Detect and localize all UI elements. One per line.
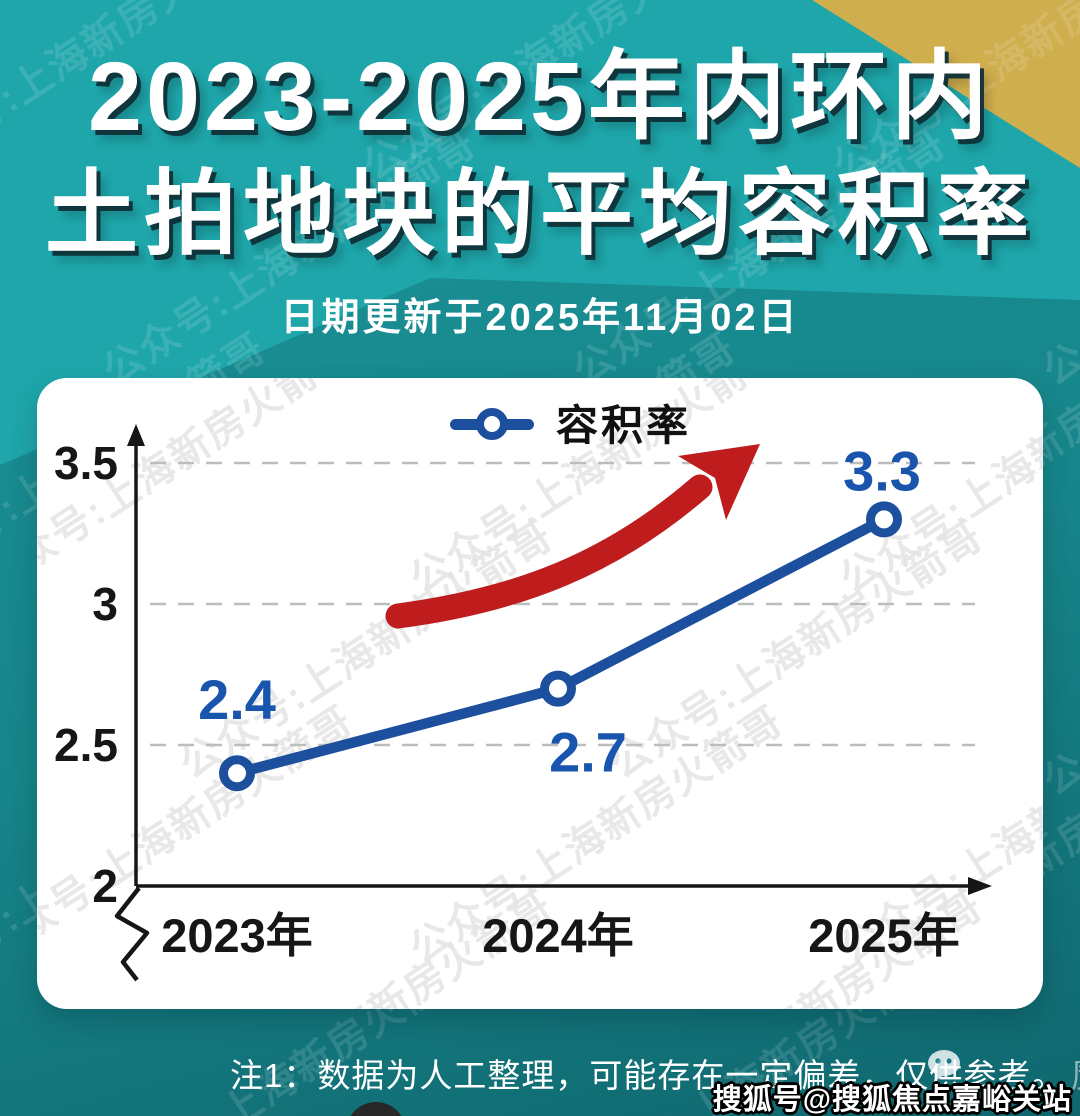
watermark-text: 公众号:上海新房火箭哥 (402, 698, 792, 973)
watermark-text: 公众号:上海新房火箭哥 (1032, 513, 1043, 788)
watermark-text: 公众号:上海新房火箭哥 (832, 378, 1043, 603)
source-name: 魔都新房侦探 (1071, 1057, 1080, 1095)
chart-card: 公众号:上海新房火箭哥 公众号:上海新房火箭哥 公众号:上海新房火箭哥 公众号:上海新… (37, 378, 1043, 1009)
watermark-text: 公众号:上海新房火箭哥 (832, 698, 1043, 973)
update-date-subtitle: 日期更新于2025年11月02日 (280, 297, 800, 339)
watermark-text: 公众号:上海新房火箭哥 (402, 378, 792, 603)
footer-note: 注1：数据为人工整理，可能存在一定偏差，仅供参考。 (230, 1057, 1066, 1094)
watermark-text: 公众号:上海新房火箭哥 (166, 874, 563, 1009)
wechat-icon (928, 1050, 960, 1082)
footer-note-row: 注1：数据为人工整理，可能存在一定偏差，仅供参考。魔都新房侦探 (230, 1048, 1080, 1097)
page-title-line2: 土拍地块的平均容积率 (45, 162, 1035, 266)
avatar-logo-cropped (346, 1102, 406, 1116)
watermark-text: 公众号:上海新房火箭哥 (596, 874, 993, 1009)
header: 2023-2025年内环内 土拍地块的平均容积率 日期更新于2025年11月02… (0, 38, 1080, 341)
watermark-text: 公众号:上海新房火箭哥 (602, 513, 992, 788)
watermark-text: 公众号:上海新房火箭哥 (37, 698, 362, 973)
watermark-text: 公众号:上海新房火箭哥 (37, 378, 362, 603)
card-watermark-layer: 公众号:上海新房火箭哥 公众号:上海新房火箭哥 公众号:上海新房火箭哥 公众号:上海新… (37, 378, 1043, 1009)
watermark-text: 公众号:上海新房火箭哥 (172, 513, 562, 788)
page-title-line1: 2023-2025年内环内 (88, 42, 992, 151)
sohu-watermark: 搜狐号@搜狐焦点嘉峪关站 (712, 1084, 1072, 1116)
watermark-text: 公众号:上海新房火箭哥 (1026, 874, 1043, 1009)
